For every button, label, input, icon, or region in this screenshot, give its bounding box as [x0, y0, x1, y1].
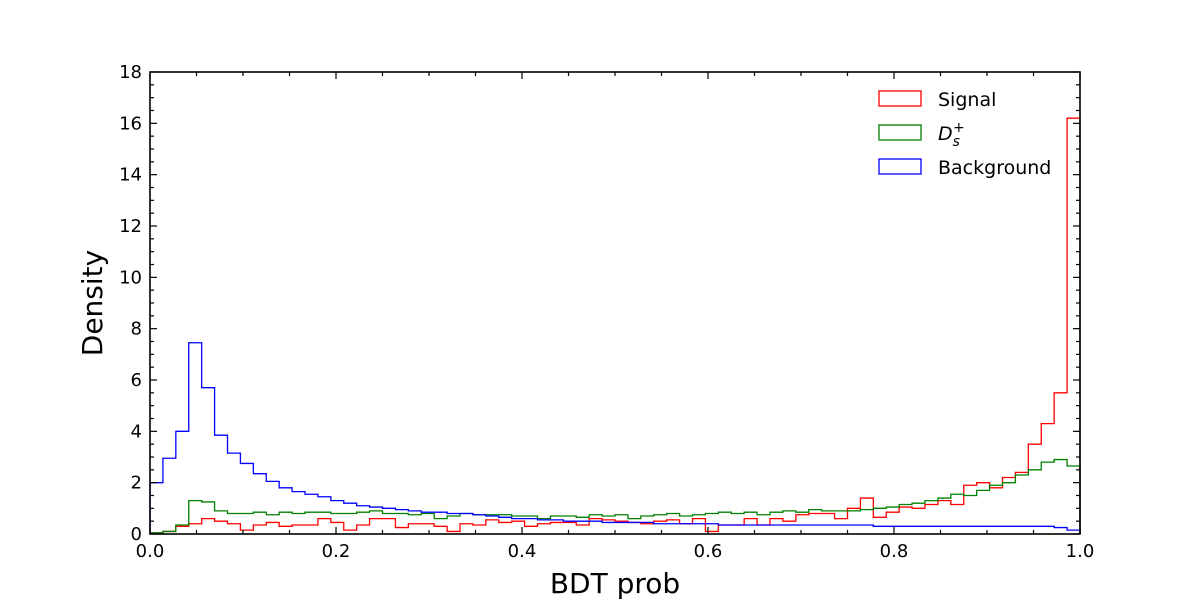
y-tick-label: 10 [119, 267, 142, 288]
legend-label-3: Background [938, 157, 1051, 179]
y-tick-label: 16 [119, 113, 142, 134]
legend-swatch-1 [878, 90, 922, 107]
y-tick-label: 6 [131, 370, 142, 391]
x-tick-label: 0.8 [880, 541, 909, 562]
x-tick-label: 0.2 [322, 541, 351, 562]
y-tick-label: 14 [119, 165, 142, 186]
legend-label-2: Ds+ [938, 120, 965, 150]
legend-label-1: Signal [938, 89, 996, 111]
x-tick-label: 0.6 [694, 541, 723, 562]
y-tick-label: 8 [131, 319, 142, 340]
histogram-series-3 [149, 342, 1081, 534]
x-tick-label: 0.4 [508, 541, 537, 562]
y-tick-label: 12 [119, 216, 142, 237]
x-tick-label: 0.0 [136, 541, 165, 562]
histogram-series-1 [149, 117, 1081, 534]
y-tick-label: 18 [119, 62, 142, 83]
y-tick-label: 4 [131, 421, 142, 442]
x-tick-label: 1.0 [1066, 541, 1095, 562]
y-tick-label: 0 [131, 524, 142, 545]
histogram-series-2 [149, 458, 1081, 534]
legend-swatch-2 [878, 124, 922, 141]
legend: Signal Ds+ Background [878, 89, 1051, 179]
y-axis-label: Density [76, 250, 109, 356]
x-axis-label: BDT prob [550, 567, 680, 600]
y-tick-label: 2 [131, 473, 142, 494]
axis-ticks: 0.0 0.2 0.4 0.6 0.8 1.0 0 2 4 6 8 10 12 14 16 18 [119, 62, 1094, 562]
histogram-series-layer [149, 117, 1081, 534]
legend-swatch-3 [878, 158, 922, 175]
